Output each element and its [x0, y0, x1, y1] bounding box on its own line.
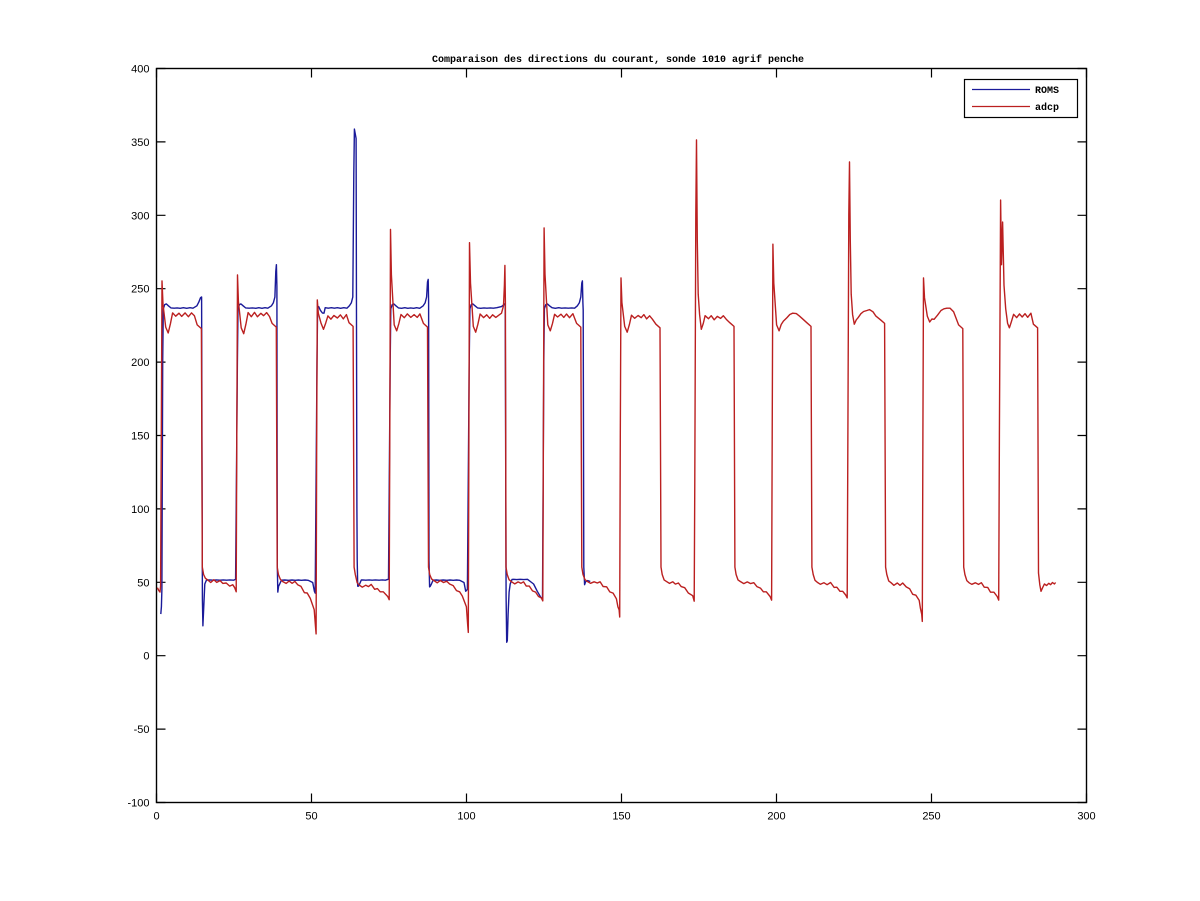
- svg-text:300: 300: [1077, 811, 1095, 823]
- svg-text:0: 0: [153, 811, 159, 823]
- svg-text:150: 150: [612, 811, 630, 823]
- svg-text:-50: -50: [134, 724, 150, 736]
- svg-text:50: 50: [305, 811, 317, 823]
- svg-text:250: 250: [922, 811, 940, 823]
- svg-text:400: 400: [131, 64, 149, 76]
- svg-text:ROMS: ROMS: [1035, 86, 1059, 97]
- svg-text:150: 150: [131, 431, 149, 443]
- svg-text:100: 100: [131, 504, 149, 516]
- svg-text:Comparaison des directions du: Comparaison des directions du courant, s…: [432, 54, 804, 66]
- svg-text:300: 300: [131, 210, 149, 222]
- svg-text:-100: -100: [127, 798, 149, 810]
- svg-text:200: 200: [131, 357, 149, 369]
- svg-text:250: 250: [131, 284, 149, 296]
- svg-text:50: 50: [137, 577, 149, 589]
- svg-text:350: 350: [131, 137, 149, 149]
- svg-text:adcp: adcp: [1035, 102, 1059, 114]
- svg-text:0: 0: [143, 651, 149, 663]
- svg-text:100: 100: [457, 811, 475, 823]
- svg-text:200: 200: [767, 811, 785, 823]
